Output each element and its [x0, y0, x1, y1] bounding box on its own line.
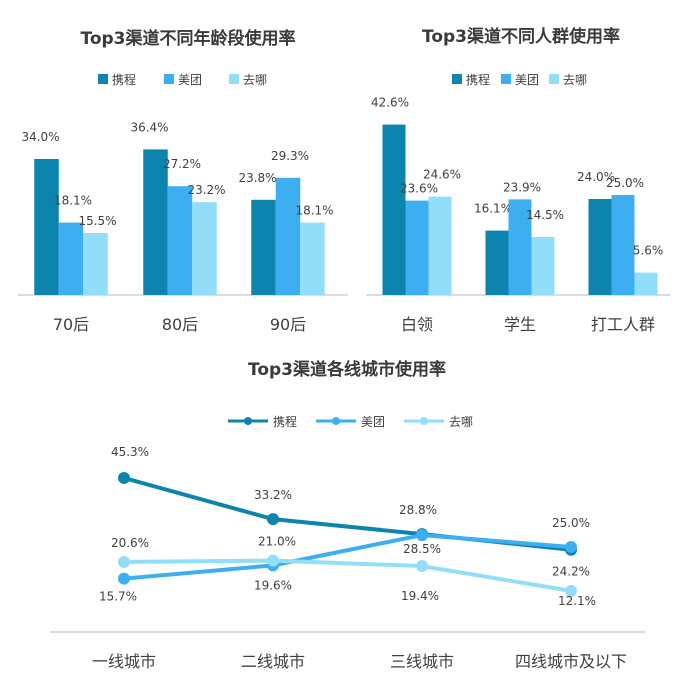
- point-ctrip: [118, 471, 130, 484]
- legend-label-ctrip: 携程: [273, 414, 297, 429]
- data-label-qunar: 5.6%: [633, 244, 664, 258]
- data-label-meituan: 28.5%: [403, 542, 441, 556]
- legend-swatch-meituan: [164, 74, 174, 84]
- bar-qunar: [634, 272, 658, 295]
- data-label-qunar: 15.5%: [78, 214, 116, 228]
- bar-ctrip: [588, 199, 612, 295]
- chart-group-title: Top3渠道不同人群使用率: [422, 26, 620, 47]
- bar-ctrip: [251, 199, 276, 295]
- data-label-qunar: 18.1%: [295, 204, 333, 218]
- category-label: 90后: [270, 315, 306, 334]
- legend-marker-ctrip: [244, 417, 252, 425]
- category-label: 二线城市: [241, 652, 305, 671]
- bar-meituan: [167, 186, 193, 295]
- bar-meituan: [405, 200, 429, 295]
- data-label-ctrip: 24.2%: [552, 565, 590, 579]
- data-label-ctrip: 36.4%: [130, 120, 168, 134]
- chart-group-legend: 携程 美团 去哪: [452, 72, 587, 87]
- data-label-qunar: 24.6%: [423, 168, 461, 182]
- data-label-qunar: 20.6%: [111, 536, 149, 550]
- bar-qunar: [531, 237, 555, 295]
- legend-label-qunar: 去哪: [243, 73, 267, 87]
- category-label: 四线城市及以下: [515, 652, 627, 671]
- category-label: 70后: [53, 315, 89, 334]
- line-qunar: [123, 558, 572, 593]
- bar-ctrip: [382, 124, 406, 295]
- data-label-meituan: 15.7%: [99, 590, 137, 604]
- chart-age-title: Top3渠道不同年龄段使用率: [80, 28, 295, 49]
- data-label-ctrip: 24.0%: [577, 170, 615, 184]
- data-label-ctrip: 33.2%: [254, 488, 292, 502]
- legend-swatch-ctrip: [98, 74, 108, 84]
- point-meituan: [565, 541, 577, 553]
- point-qunar: [416, 560, 428, 573]
- data-label-qunar: 21.0%: [258, 535, 296, 549]
- point-qunar: [267, 554, 279, 567]
- legend-swatch-meituan: [501, 74, 511, 84]
- bar-meituan: [508, 199, 532, 295]
- legend-label-ctrip: 携程: [466, 72, 490, 87]
- point-meituan: [118, 572, 130, 585]
- chart-city-plot: 45.3% 33.2% 28.8% 24.2% 15.7% 19.6% 28.5% 25.0%…: [92, 445, 627, 671]
- data-label-qunar: 12.1%: [558, 594, 596, 608]
- chart-city-legend: 携程 美团 去哪: [228, 414, 473, 429]
- legend-label-meituan: 美团: [515, 73, 539, 87]
- data-label-ctrip: 16.1%: [474, 202, 512, 216]
- legend-marker-qunar: [420, 417, 428, 425]
- data-label-ctrip: 28.8%: [399, 503, 437, 517]
- data-label-meituan: 18.1%: [54, 194, 92, 208]
- bar-ctrip: [34, 159, 59, 295]
- data-label-ctrip: 45.3%: [111, 445, 149, 459]
- chart-city-title: Top3渠道各线城市使用率: [248, 359, 446, 380]
- legend-label-ctrip: 携程: [112, 72, 136, 87]
- data-label-ctrip: 34.0%: [21, 130, 59, 144]
- category-label: 80后: [162, 315, 198, 334]
- bar-meituan: [58, 222, 84, 295]
- legend-marker-meituan: [332, 417, 340, 425]
- category-label: 一线城市: [92, 652, 156, 671]
- category-label: 打工人群: [591, 315, 655, 334]
- data-label-meituan: 25.0%: [606, 176, 644, 190]
- chart-age-legend: 携程 美团 去哪: [98, 72, 267, 87]
- data-label-ctrip: 42.6%: [371, 96, 409, 110]
- point-qunar: [118, 555, 130, 568]
- data-label-ctrip: 23.8%: [238, 171, 276, 185]
- line-meituan: [123, 533, 572, 581]
- data-label-meituan: 23.9%: [503, 180, 541, 194]
- bar-qunar: [83, 233, 108, 295]
- bar-qunar: [300, 222, 325, 295]
- data-label-qunar: 14.5%: [526, 208, 564, 222]
- legend-swatch-qunar: [229, 74, 239, 84]
- legend-label-meituan: 美团: [178, 73, 202, 87]
- data-label-qunar: 23.2%: [187, 183, 225, 197]
- data-label-meituan: 25.0%: [552, 516, 590, 530]
- bar-qunar: [428, 196, 452, 295]
- line-ctrip: [123, 476, 572, 552]
- bar-meituan: [275, 177, 301, 295]
- bar-meituan: [611, 195, 635, 295]
- data-label-meituan: 19.6%: [254, 578, 292, 592]
- data-label-qunar: 19.4%: [401, 589, 439, 603]
- point-qunar: [565, 584, 577, 597]
- point-ctrip: [267, 513, 279, 526]
- data-label-meituan: 23.6%: [400, 182, 438, 196]
- point-meituan: [416, 529, 428, 542]
- legend-label-meituan: 美团: [361, 415, 385, 429]
- bar-qunar: [192, 202, 217, 295]
- bar-ctrip: [485, 230, 509, 295]
- legend-swatch-qunar: [549, 74, 559, 84]
- legend-label-qunar: 去哪: [563, 73, 587, 87]
- category-label: 学生: [504, 315, 536, 334]
- legend-swatch-ctrip: [452, 74, 462, 84]
- data-label-meituan: 29.3%: [271, 149, 309, 163]
- category-label: 白领: [401, 315, 433, 334]
- category-label: 三线城市: [390, 652, 454, 671]
- chart-group-plot: 42.6% 23.6%24.6% 白领 16.1% 23.9% 14.5% 学生 24.0%2…: [371, 96, 663, 334]
- bar-ctrip: [143, 149, 168, 295]
- chart-age-plot: 34.0% 18.1% 15.5% 70后 36.4% 27.2% 23.2% 80后 23.8…: [21, 120, 333, 334]
- data-label-meituan: 27.2%: [163, 157, 201, 171]
- legend-label-qunar: 去哪: [449, 415, 473, 429]
